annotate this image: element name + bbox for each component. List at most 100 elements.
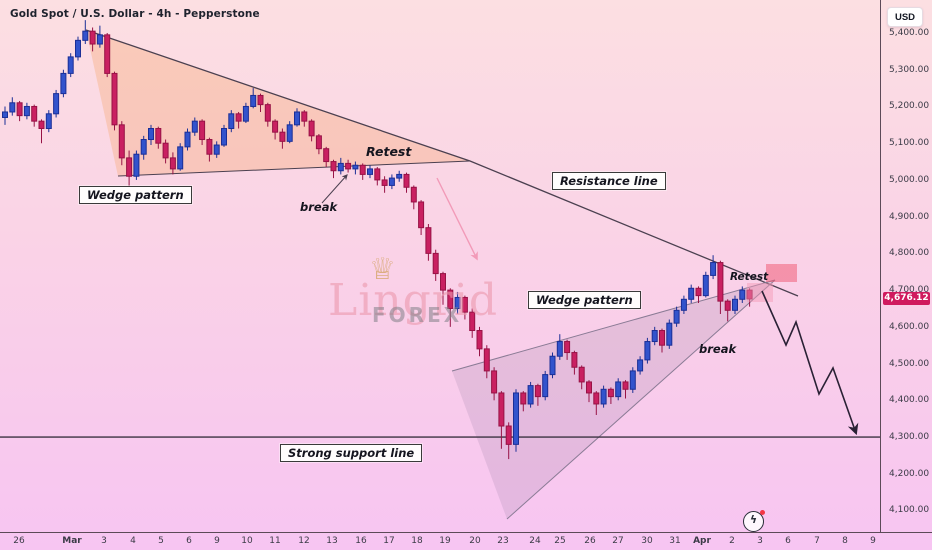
candle <box>191 117 198 136</box>
price-tick-label: 4,600.00 <box>889 321 930 332</box>
time-tick-label: 24 <box>529 536 541 546</box>
candle <box>695 286 702 303</box>
candle <box>250 88 257 109</box>
candle <box>615 378 622 401</box>
candle <box>367 165 373 179</box>
candle <box>126 150 133 188</box>
candle <box>67 53 74 78</box>
time-tick-label: 5 <box>158 536 164 546</box>
candle <box>169 152 176 175</box>
time-tick-label: 27 <box>612 536 624 546</box>
time-tick-label: 25 <box>554 536 566 546</box>
wedge2-fill <box>452 280 775 519</box>
price-tick-label: 4,900.00 <box>889 211 930 222</box>
price-tick-label: 4,700.00 <box>889 285 930 296</box>
time-tick-label: 30 <box>641 536 653 546</box>
currency-button[interactable]: USD <box>887 7 923 27</box>
price-tick-label: 5,300.00 <box>889 64 930 75</box>
price-axis-divider <box>880 0 881 532</box>
label-retest-1[interactable]: Retest <box>366 144 412 159</box>
candle <box>374 167 381 186</box>
candle <box>659 328 665 353</box>
time-tick-label: 26 <box>13 536 25 546</box>
candle <box>578 365 585 390</box>
retest-zone-2[interactable] <box>747 283 773 302</box>
candle <box>571 350 578 375</box>
label-resistance-line[interactable]: Resistance line <box>552 172 666 190</box>
candle <box>16 100 23 122</box>
candle <box>673 306 680 327</box>
break-pointer-arrow[interactable] <box>321 174 348 204</box>
time-tick-label: 26 <box>584 536 596 546</box>
retest-zones[interactable] <box>747 264 797 302</box>
candle <box>702 271 709 298</box>
time-tick-label: 16 <box>355 536 367 546</box>
candle <box>235 111 242 129</box>
price-tick-label: 4,800.00 <box>889 248 930 259</box>
time-tick-label: 31 <box>669 536 681 546</box>
label-wedge-pattern-1[interactable]: Wedge pattern <box>79 186 192 204</box>
wedge1-fill <box>86 30 470 176</box>
candle <box>732 295 738 314</box>
candle <box>527 381 534 408</box>
candle <box>118 121 125 166</box>
candle <box>330 159 337 179</box>
wedge2-lower-trendline[interactable] <box>506 279 776 520</box>
candle <box>323 146 330 168</box>
candle <box>315 134 322 155</box>
candle <box>337 157 344 175</box>
label-break-1[interactable]: break <box>300 200 338 214</box>
breakdown-hint-arrow[interactable] <box>436 177 478 261</box>
candle <box>242 102 249 123</box>
candle <box>564 339 571 360</box>
candle <box>476 326 483 357</box>
label-wedge-pattern-2[interactable]: Wedge pattern <box>528 291 641 309</box>
candle <box>396 170 403 182</box>
candle <box>710 255 717 280</box>
candle <box>418 200 425 236</box>
time-tick-label: 6 <box>785 536 791 546</box>
label-break-2[interactable]: break <box>699 342 737 356</box>
candle <box>600 385 607 408</box>
symbol-title[interactable]: Gold Spot / U.S. Dollar - 4h - Peppersto… <box>10 8 260 20</box>
projected-path-arrow[interactable] <box>761 290 859 436</box>
candle <box>199 119 206 146</box>
candle <box>586 380 592 403</box>
label-retest-2[interactable]: Retest <box>730 271 769 283</box>
time-tick-label: 9 <box>214 536 220 546</box>
time-tick-label: Mar <box>62 536 82 546</box>
retest-zone-1[interactable] <box>766 264 797 282</box>
candle <box>301 110 308 127</box>
wedge1-lower-trendline[interactable] <box>117 160 471 177</box>
candle <box>89 27 96 52</box>
candle <box>60 69 67 98</box>
candle <box>534 383 541 406</box>
price-tick-label: 4,300.00 <box>889 432 930 443</box>
price-axis[interactable]: 5,400.00 5,300.00 5,200.00 5,100.00 5,000.00… <box>881 0 932 532</box>
candle <box>184 128 191 151</box>
time-tick-label: 3 <box>101 536 107 546</box>
drawn-arrows[interactable] <box>321 174 859 436</box>
price-tick-label: 4,200.00 <box>889 468 930 479</box>
candle <box>491 367 498 401</box>
realtime-lightning-button[interactable]: ϟ <box>743 510 765 532</box>
candle <box>38 119 45 144</box>
candle <box>388 174 395 190</box>
time-tick-label: 11 <box>269 536 281 546</box>
label-strong-support-line[interactable]: Strong support line <box>280 444 423 462</box>
candle <box>2 106 8 125</box>
candle <box>556 334 563 360</box>
time-axis[interactable]: 26 Mar 3 4 5 6 9 10 11 12 13 16 17 18 19 20 23 24 25 26 27 30… <box>0 533 932 550</box>
time-tick-label: 17 <box>383 536 395 546</box>
candle <box>461 295 468 320</box>
candle <box>425 223 432 261</box>
time-tick-label: 19 <box>439 536 451 546</box>
time-tick-label: 23 <box>497 536 509 546</box>
time-tick-label: 4 <box>130 536 136 546</box>
candle <box>410 185 417 210</box>
candle <box>651 326 658 346</box>
candle <box>432 249 439 281</box>
candle <box>206 137 213 162</box>
